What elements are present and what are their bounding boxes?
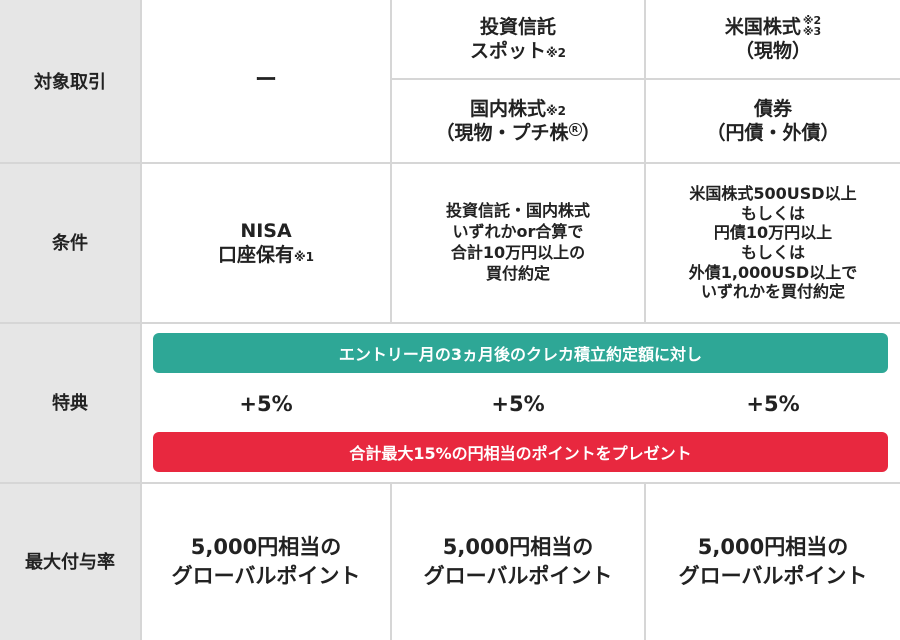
target-col2-top-note: ※2 [546,46,567,60]
target-col3-top-line1: 米国株式 [724,15,801,38]
grid-line [0,322,900,324]
condition-col2-line3: 合計10万円以上の [450,243,586,262]
target-col3-top-note2: ※3 [802,24,822,38]
row-header-condition-label: 条件 [52,233,88,254]
benefit-pct-col3: +5% [746,392,800,416]
max-rate-col2-line2: グローバルポイント [423,564,613,588]
condition-col1-note: ※1 [294,250,315,264]
condition-col1-line2: 口座保有 [217,244,294,266]
target-col1-value: ー [254,67,277,93]
benefit-pct-col2: +5% [491,392,545,416]
max-rate-col2-line1: 5,000円相当の [442,534,594,559]
target-col3-top: 米国株式 ※2 ※3 （現物） [646,0,900,78]
grid-line [390,482,392,640]
target-col2-bottom-line2a: （現物・プチ株 [435,122,569,144]
target-col2-bottom: 国内株式※2 （現物・プチ株 R） [392,80,644,162]
grid-line [140,0,142,640]
condition-col2-line1: 投資信託・国内株式 [445,201,590,221]
row-header-max-rate: 最大付与率 [0,482,140,640]
max-rate-col1-line1: 5,000円相当の [190,534,342,559]
target-col3-bottom-line2: （円債・外債） [706,122,840,144]
target-col2-top-line1: 投資信託 [479,15,556,38]
target-col3-top-notes: ※2 ※3 [803,15,821,37]
benefit-banner-total: 合計最大15%の円相当のポイントをプレゼント [153,432,888,472]
row-header-benefit-label: 特典 [52,393,88,414]
row-header-target-label: 対象取引 [34,72,106,93]
grid-line [0,162,900,164]
target-col3-top-line2: （現物） [734,40,811,62]
condition-col2-line4: 買付約定 [485,263,550,283]
condition-col3: 米国株式500USD以上 もしくは 円債10万円以上 もしくは 外債1,000U… [646,164,900,322]
condition-col1: NISA 口座保有※1 [142,164,390,322]
benefit-banner-entry-text: エントリー月の3ヵ月後のクレカ積立約定額に対し [338,345,703,364]
condition-col1-line1: NISA [240,219,292,242]
target-col2-bottom-line2b: ） [581,122,601,144]
target-col3-bottom: 債券 （円債・外債） [646,80,900,162]
target-col2-bottom-line2-wrap: （現物・プチ株 R） [435,121,600,145]
condition-col3-line2: もしくは [740,203,805,223]
target-col2-top-line2: スポット [469,40,546,62]
grid-line [0,482,900,484]
target-col1: ー [142,0,390,162]
row-header-target: 対象取引 [0,0,140,162]
condition-col1-line2-wrap: 口座保有※1 [218,243,314,267]
row-header-benefit: 特典 [0,322,140,482]
condition-col3-line5: 外債1,000USD以上で [688,262,858,282]
target-col2-top-line2-wrap: スポット※2 [470,39,566,63]
target-col3-top-note1: ※2 [802,13,822,27]
condition-col3-line1: 米国株式500USD以上 [689,184,857,204]
max-rate-col2: 5,000円相当の グローバルポイント [392,484,644,640]
max-rate-col1: 5,000円相当の グローバルポイント [142,484,390,640]
grid-line [390,78,900,80]
row-header-condition: 条件 [0,162,140,322]
max-rate-col3-line2: グローバルポイント [678,564,868,588]
row-header-max-rate-label: 最大付与率 [25,552,115,573]
max-rate-col1-line2: グローバルポイント [171,564,361,588]
benefit-pct-col1: +5% [239,392,293,416]
benefit-banner-entry: エントリー月の3ヵ月後のクレカ積立約定額に対し [153,333,888,373]
target-col2-top: 投資信託 スポット※2 [392,0,644,78]
max-rate-col3-line1: 5,000円相当の [697,534,849,559]
condition-col3-line6: いずれかを買付約定 [700,282,845,302]
target-col2-bottom-line1: 国内株式 [469,97,546,120]
condition-col3-line4: もしくは [740,243,805,262]
target-col3-top-line1-wrap: 米国株式 ※2 ※3 [725,15,821,39]
registered-mark-icon: R [568,122,582,136]
max-rate-col3: 5,000円相当の グローバルポイント [646,484,900,640]
target-col2-bottom-line1-wrap: 国内株式※2 [470,97,566,121]
target-col2-bottom-note: ※2 [546,103,567,118]
target-col3-bottom-line1: 債券 [753,97,792,120]
benefit-banner-total-text: 合計最大15%の円相当のポイントをプレゼント [349,444,692,463]
condition-col2: 投資信託・国内株式 いずれかor合算で 合計10万円以上の 買付約定 [392,164,644,322]
grid-line [644,482,646,640]
condition-col3-line3: 円債10万円以上 [713,223,833,243]
condition-col2-line2: いずれかor合算で [452,222,584,242]
